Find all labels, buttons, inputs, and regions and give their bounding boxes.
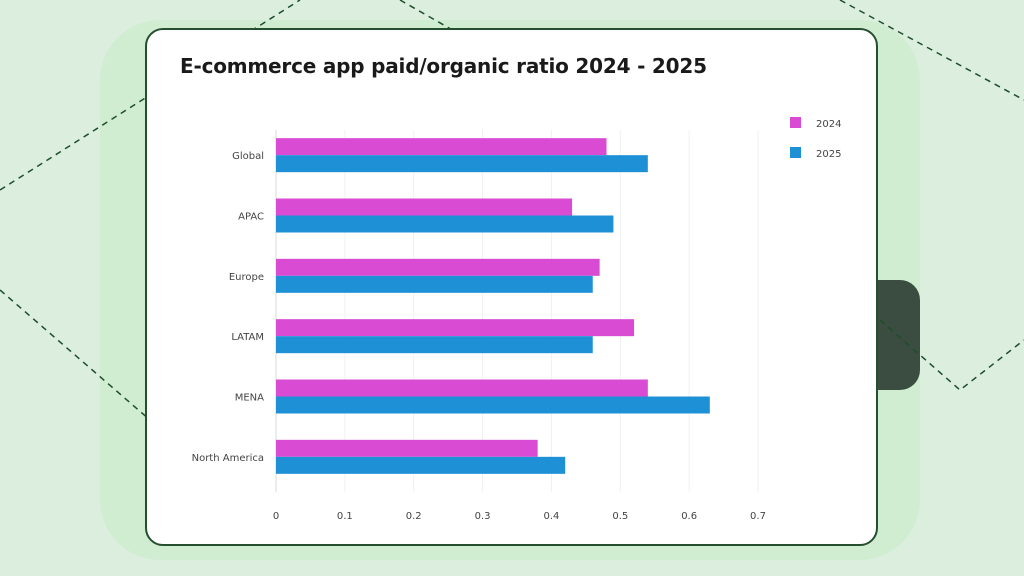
x-tick-label: 0.1 <box>337 511 353 522</box>
bar-2025-apac <box>276 215 614 233</box>
y-category-label: Global <box>232 151 264 162</box>
chart-title: E-commerce app paid/organic ratio 2024 -… <box>180 54 707 78</box>
bar-2024-north-america <box>276 439 538 457</box>
x-tick-label: 0.6 <box>681 511 697 522</box>
x-tick-label: 0.4 <box>543 511 559 522</box>
x-tick-label: 0.7 <box>750 511 766 522</box>
x-tick-label: 0.3 <box>475 511 491 522</box>
y-category-label: Europe <box>229 272 264 283</box>
bar-2024-mena <box>276 379 648 397</box>
y-category-label: LATAM <box>231 332 264 343</box>
x-tick-label: 0 <box>273 511 279 522</box>
bar-2025-latam <box>276 336 593 354</box>
legend-swatch <box>790 117 801 128</box>
bar-2024-global <box>276 138 607 156</box>
legend-swatch <box>790 147 801 158</box>
legend-label: 2025 <box>816 149 841 160</box>
y-category-label: APAC <box>238 212 264 223</box>
x-tick-label: 0.5 <box>612 511 628 522</box>
bar-2025-europe <box>276 275 593 293</box>
bar-2025-north-america <box>276 456 566 474</box>
bar-2024-europe <box>276 258 600 276</box>
y-category-label: North America <box>192 453 264 464</box>
y-category-label: MENA <box>235 393 264 404</box>
bar-2024-apac <box>276 198 573 216</box>
legend-label: 2024 <box>816 119 841 130</box>
bar-2024-latam <box>276 319 635 337</box>
bar-2025-global <box>276 155 648 173</box>
x-tick-label: 0.2 <box>406 511 422 522</box>
bar-2025-mena <box>276 396 710 414</box>
